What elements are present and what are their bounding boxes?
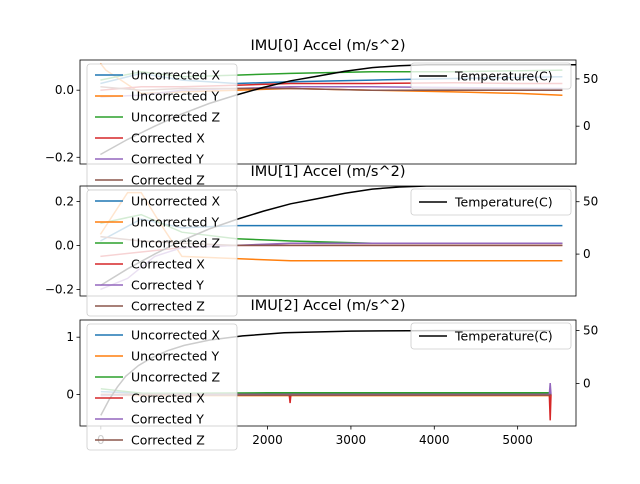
subplot-title: IMU[2] Accel (m/s^2) (251, 298, 406, 314)
legend-left: Uncorrected X Uncorrected Y Uncorrected Z C… (86, 189, 238, 317)
legend-right: Temperature(C) (410, 322, 572, 350)
subplot-2: 0105002000300040005000IMU[2] Accel (m/s^… (66, 298, 598, 451)
y-tick-label: 1 (66, 330, 74, 344)
y2-tick-label: 0 (583, 247, 591, 261)
legend-label: Corrected Z (131, 299, 205, 314)
legend-box (410, 322, 572, 350)
legend-label: Uncorrected Z (131, 236, 220, 251)
legend-label: Temperature(C) (454, 69, 553, 84)
y-tick-label: 0.2 (55, 194, 74, 208)
legend-label: Uncorrected Y (131, 349, 219, 364)
legend-label: Temperature(C) (454, 329, 553, 344)
y-tick-label: −0.2 (45, 282, 74, 296)
legend-label: Corrected Z (131, 173, 205, 188)
legend-label: Uncorrected Z (131, 370, 220, 385)
legend-label: Temperature(C) (454, 195, 553, 210)
y2-tick-label: 50 (583, 324, 598, 338)
y-tick-label: −0.2 (45, 150, 74, 164)
y2-tick-label: 0 (583, 119, 591, 133)
legend-box (86, 189, 238, 317)
legend-label: Corrected Z (131, 433, 205, 448)
axes-frame (79, 185, 577, 297)
legend-box (86, 63, 238, 191)
legend-right: Temperature(C) (410, 188, 572, 216)
x-tick-label: 4000 (419, 433, 450, 447)
axes-frame (79, 319, 577, 427)
axes-frame (79, 59, 577, 165)
legend-label: Corrected X (131, 131, 205, 146)
legend-left: Uncorrected X Uncorrected Y Uncorrected Z C… (86, 63, 238, 191)
legend-label: Uncorrected X (131, 194, 220, 209)
legend-right: Temperature(C) (410, 62, 572, 90)
legend-label: Uncorrected Z (131, 110, 220, 125)
x-tick-label: 5000 (502, 433, 533, 447)
legend-box (86, 323, 238, 451)
subplot-0: −0.2 0.0 0 50 IMU[0] Accel (m/s^2) Uncorrecte… (45, 38, 598, 191)
y-tick-label: 0 (66, 387, 74, 401)
legend-box (410, 62, 572, 90)
legend-label: Uncorrected X (131, 68, 220, 83)
legend-left: Uncorrected X Uncorrected Y Uncorrected Z C… (86, 323, 238, 451)
x-tick-label: 3000 (336, 433, 367, 447)
y-tick-label: 0.0 (55, 83, 74, 97)
legend-label: Corrected Y (131, 278, 204, 293)
x-tick-label: 2000 (252, 433, 283, 447)
legend-label: Corrected X (131, 257, 205, 272)
legend-label: Uncorrected Y (131, 89, 219, 104)
subplot-title: IMU[0] Accel (m/s^2) (251, 38, 406, 54)
legend-box (410, 188, 572, 216)
legend-label: Corrected Y (131, 152, 204, 167)
legend-label: Uncorrected X (131, 328, 220, 343)
y2-tick-label: 50 (583, 72, 598, 86)
y2-tick-label: 0 (583, 377, 591, 391)
y-tick-label: 0.0 (55, 238, 74, 252)
y2-tick-label: 50 (583, 195, 598, 209)
legend-label: Corrected X (131, 391, 205, 406)
subplot-1: −0.2 0.0 0.2 0 50 IMU[1] Accel (m/s^2) Uncorre… (45, 164, 598, 317)
legend-label: Corrected Y (131, 412, 204, 427)
legend-label: Uncorrected Y (131, 215, 219, 230)
subplot-title: IMU[1] Accel (m/s^2) (251, 164, 406, 180)
